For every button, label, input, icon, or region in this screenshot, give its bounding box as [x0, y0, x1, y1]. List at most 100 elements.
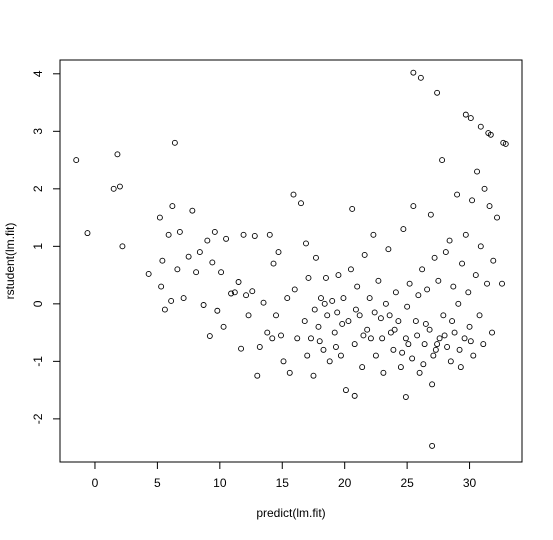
- point: [366, 295, 373, 302]
- y-tick-label: 1: [31, 243, 45, 250]
- point: [310, 372, 317, 379]
- point: [429, 442, 436, 449]
- point: [223, 235, 230, 242]
- point: [459, 260, 466, 267]
- point: [360, 332, 367, 339]
- point: [231, 289, 238, 296]
- y-tick-label: 4: [31, 70, 45, 77]
- point: [333, 344, 339, 350]
- point: [214, 307, 221, 314]
- point: [303, 240, 309, 247]
- point: [204, 237, 211, 244]
- point: [351, 392, 358, 399]
- point: [313, 254, 319, 261]
- point: [110, 185, 117, 192]
- point: [176, 229, 183, 235]
- point: [318, 295, 324, 302]
- point: [335, 272, 342, 279]
- point: [256, 344, 263, 350]
- point: [415, 292, 422, 299]
- point: [375, 277, 382, 284]
- point: [434, 89, 441, 96]
- point: [410, 203, 417, 210]
- point: [409, 355, 416, 362]
- point: [469, 197, 476, 204]
- point: [490, 257, 497, 264]
- point: [456, 346, 463, 353]
- point: [361, 252, 368, 258]
- point: [273, 312, 279, 319]
- point: [372, 352, 379, 359]
- point: [462, 111, 469, 118]
- point: [440, 312, 447, 319]
- x-tick-label: 25: [400, 476, 414, 490]
- point: [397, 364, 404, 371]
- point: [156, 214, 163, 221]
- point: [449, 318, 456, 325]
- point: [342, 387, 349, 394]
- point: [114, 151, 121, 158]
- point: [410, 69, 417, 76]
- point: [278, 332, 284, 339]
- point: [364, 326, 371, 333]
- point: [419, 266, 426, 273]
- point: [474, 168, 480, 175]
- point: [441, 332, 448, 339]
- point: [339, 321, 346, 327]
- point: [429, 381, 436, 388]
- point: [211, 229, 218, 235]
- point: [349, 206, 356, 212]
- point: [476, 312, 483, 319]
- point: [467, 338, 474, 345]
- point: [502, 141, 509, 147]
- point: [320, 346, 327, 353]
- point: [462, 231, 469, 238]
- point: [269, 335, 276, 342]
- point: [311, 306, 318, 313]
- point: [260, 299, 267, 306]
- point: [386, 312, 393, 319]
- y-tick-label: -1: [31, 356, 45, 367]
- point: [284, 295, 291, 302]
- point: [249, 288, 256, 295]
- point: [499, 280, 505, 287]
- point: [370, 231, 377, 238]
- point: [165, 231, 172, 238]
- point: [486, 203, 493, 210]
- point: [404, 303, 411, 310]
- point: [494, 214, 500, 221]
- point: [158, 283, 165, 290]
- point: [461, 335, 468, 342]
- point: [331, 329, 338, 336]
- point: [301, 318, 308, 325]
- point: [316, 338, 323, 345]
- point: [323, 275, 329, 281]
- point: [218, 269, 225, 276]
- x-tick-label: 5: [154, 476, 161, 490]
- y-tick-label: -2: [31, 413, 45, 424]
- point: [480, 341, 487, 348]
- point: [390, 346, 397, 353]
- point: [326, 358, 333, 365]
- point: [200, 302, 207, 308]
- point: [245, 312, 252, 319]
- point: [196, 249, 203, 256]
- point: [294, 335, 301, 342]
- point: [450, 283, 457, 290]
- point: [352, 306, 359, 313]
- point: [446, 237, 453, 244]
- point: [426, 326, 433, 333]
- point: [414, 332, 421, 339]
- point: [382, 300, 389, 307]
- point: [235, 279, 242, 285]
- point: [422, 321, 429, 327]
- point: [484, 280, 490, 287]
- point: [451, 329, 458, 336]
- y-tick-label: 3: [31, 128, 45, 135]
- point: [275, 249, 282, 256]
- point: [298, 200, 304, 207]
- y-tick-label: 0: [31, 300, 45, 307]
- point: [439, 157, 446, 164]
- point: [481, 185, 488, 192]
